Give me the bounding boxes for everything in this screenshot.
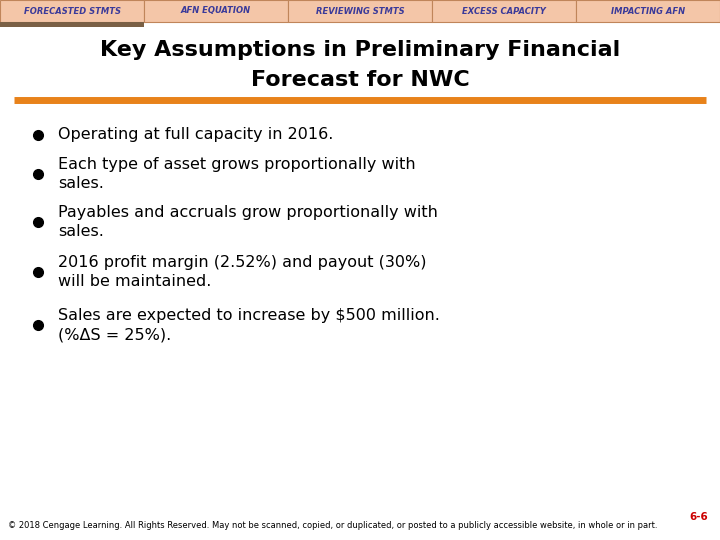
- Text: Key Assumptions in Preliminary Financial: Key Assumptions in Preliminary Financial: [100, 40, 620, 60]
- Text: Payables and accruals grow proportionally with
sales.: Payables and accruals grow proportionall…: [58, 205, 438, 239]
- Text: 6-6: 6-6: [689, 512, 708, 522]
- Bar: [0, 0, 144, 22]
- Text: IMPACTING AFN: IMPACTING AFN: [611, 6, 685, 16]
- Text: Operating at full capacity in 2016.: Operating at full capacity in 2016.: [58, 127, 333, 143]
- Text: REVIEWING STMTS: REVIEWING STMTS: [315, 6, 405, 16]
- Bar: [432, 0, 576, 22]
- Bar: [0, 22, 144, 27]
- Bar: [576, 0, 720, 22]
- Text: EXCESS CAPACITY: EXCESS CAPACITY: [462, 6, 546, 16]
- Text: AFN EQUATION: AFN EQUATION: [181, 6, 251, 16]
- Text: Sales are expected to increase by $500 million.
(%ΔS = 25%).: Sales are expected to increase by $500 m…: [58, 308, 440, 342]
- Bar: [144, 0, 288, 22]
- Text: © 2018 Cengage Learning. All Rights Reserved. May not be scanned, copied, or dup: © 2018 Cengage Learning. All Rights Rese…: [8, 521, 657, 530]
- Text: Forecast for NWC: Forecast for NWC: [251, 70, 469, 90]
- Text: FORECASTED STMTS: FORECASTED STMTS: [24, 6, 120, 16]
- Text: 2016 profit margin (2.52%) and payout (30%)
will be maintained.: 2016 profit margin (2.52%) and payout (3…: [58, 255, 426, 289]
- Text: Each type of asset grows proportionally with
sales.: Each type of asset grows proportionally …: [58, 157, 415, 191]
- Bar: [288, 0, 432, 22]
